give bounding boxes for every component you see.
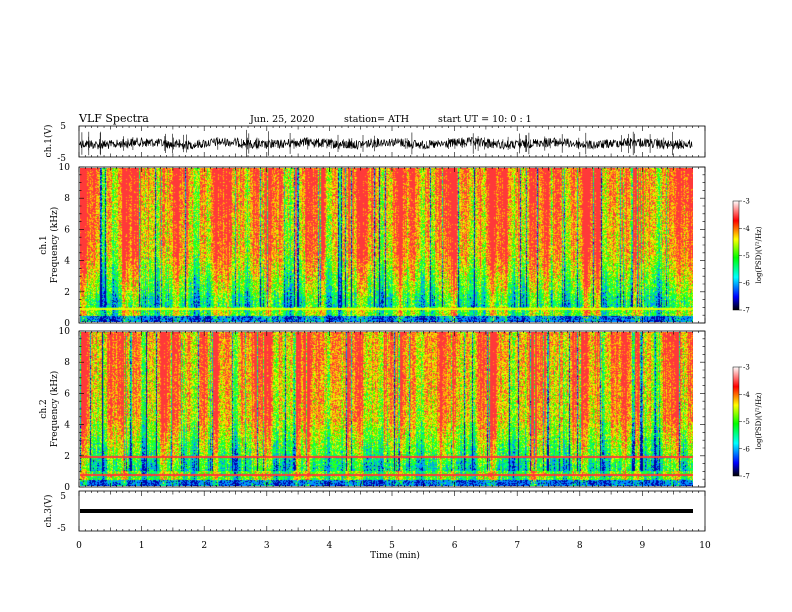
start-time-label: start UT = 10: 0 : 1: [438, 114, 532, 125]
ch3-waveform-panel: 5 -5 ch.3(V): [43, 490, 706, 534]
ch1-colorbar-label: log(PSD)(V²/Hz): [755, 226, 763, 283]
frequency-tick-label: 10: [59, 327, 71, 337]
ch3-waveform-ylabel: ch.3(V): [43, 495, 54, 528]
time-tick-label: 7: [514, 541, 520, 551]
ch2-spectrogram-pixels: [80, 332, 693, 486]
frequency-tick-label: 4: [64, 257, 70, 267]
colorbar-tick-label: -7: [743, 307, 750, 315]
frequency-tick-label: 8: [64, 194, 70, 204]
figure-title: VLF Spectra: [78, 112, 149, 125]
time-tick-label: 3: [264, 541, 270, 551]
time-tick-label: 2: [201, 541, 207, 551]
time-axis-label: Time (min): [370, 550, 420, 561]
ch2-spectrogram-image: [80, 332, 693, 486]
frequency-tick-label: 6: [64, 225, 70, 235]
ch1-spectrogram-ylabel-frequency: Frequency (kHz): [49, 207, 60, 284]
frequency-tick-marks: [79, 330, 705, 488]
ch3-waveform-trace: [80, 509, 693, 513]
frequency-tick-label: 2: [64, 452, 70, 462]
time-tick-marks: [78, 126, 706, 531]
colorbar-tick-label: -7: [743, 473, 750, 481]
frequency-tick-label: 10: [59, 163, 71, 173]
colorbar-tick-label: -5: [743, 252, 750, 260]
colorbar-tick-label: -6: [743, 279, 750, 287]
colorbar-tick-label: -4: [743, 391, 750, 399]
ch1-colorbar-ticks: -3 -4 -5 -6 -7: [739, 198, 750, 315]
frequency-tick-label: 8: [64, 358, 70, 368]
colorbar-tick-label: -6: [743, 445, 750, 453]
time-axis-ticks: [78, 126, 706, 531]
ch1-waveform-ylabel: ch.1(V): [43, 125, 54, 158]
time-tick-label: 5: [389, 541, 395, 551]
time-axis-tick-labels: 0 1 2 3 4 5 6 7 8 9 10: [76, 541, 711, 551]
ch1-spectrogram-pixels: [80, 168, 693, 322]
ch2-colorbar: [732, 366, 740, 477]
time-tick-label: 1: [139, 541, 145, 551]
time-tick-label: 9: [640, 541, 646, 551]
frequency-tick-marks: [79, 166, 705, 324]
time-tick-label: 10: [699, 541, 711, 551]
frequency-tick-label: 4: [64, 421, 70, 431]
ch1-spectrogram-ylabel-channel: ch.1: [39, 235, 49, 254]
colorbar-tick-label: -5: [743, 418, 750, 426]
frequency-tick-label: 6: [64, 389, 70, 399]
frequency-tick-label: 0: [64, 319, 70, 329]
frequency-tick-label: 0: [64, 483, 70, 493]
station-label: station= ATH: [344, 114, 409, 125]
date-label: Jun. 25, 2020: [249, 114, 314, 125]
ch2-spectrogram-yticks: 0 2 4 6 8 10: [59, 327, 705, 493]
ch1-waveform-trace: [78, 136, 693, 151]
ch3-ytick-top: 5: [60, 492, 66, 502]
frequency-tick-label: 2: [64, 288, 70, 298]
ch1-ytick-bottom: -5: [57, 154, 66, 164]
ch2-colorbar-ticks: -3 -4 -5 -6 -7: [739, 364, 750, 481]
ch1-colorbar-label-text: log(PSD)(V²/Hz): [755, 226, 763, 283]
ch1-spectrogram-image: [80, 168, 693, 322]
time-tick-label: 6: [452, 541, 458, 551]
ch2-spectrogram-ylabel-frequency: Frequency (kHz): [49, 371, 60, 448]
ch2-colorbar-label: log(PSD)(V²/Hz): [755, 392, 763, 449]
ch1-spectrogram-yticks: 0 2 4 6 8 10: [59, 163, 705, 329]
time-tick-label: 4: [327, 541, 333, 551]
ch2-colorbar-label-text: log(PSD)(V²/Hz): [755, 392, 763, 449]
ch1-ytick-top: 5: [60, 122, 66, 132]
colorbar-tick-label: -3: [743, 364, 750, 372]
ch2-spectrogram-ylabel-channel: ch.2: [39, 399, 49, 418]
time-tick-label: 0: [76, 541, 82, 551]
time-tick-label: 8: [577, 541, 583, 551]
colorbar-tick-label: -4: [743, 225, 750, 233]
ch1-waveform-panel: 5 -5 ch.1(V): [43, 122, 706, 164]
ch3-ytick-bottom: -5: [57, 524, 66, 534]
colorbar-tick-label: -3: [743, 198, 750, 206]
ch1-colorbar: [732, 200, 740, 311]
